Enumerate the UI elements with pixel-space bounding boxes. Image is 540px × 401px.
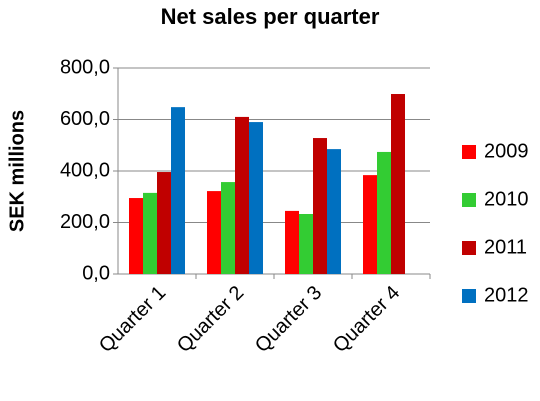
bar [157, 172, 171, 274]
bar [207, 191, 221, 274]
bar [249, 122, 263, 274]
legend-label: 2012 [484, 284, 529, 306]
bar [143, 192, 157, 274]
x-tick-label: Quarter 1 [95, 282, 170, 357]
legend-label: 2011 [484, 236, 527, 258]
legend-swatch [462, 193, 476, 207]
bar [129, 198, 143, 274]
bar [363, 175, 377, 274]
chart-title: Net sales per quarter [161, 4, 380, 29]
legend-label: 2010 [484, 188, 529, 210]
bar [313, 138, 327, 274]
y-tick-label: 200,0 [60, 211, 110, 233]
legend-swatch [462, 289, 476, 303]
bar [285, 210, 299, 274]
y-tick-label: 600,0 [60, 108, 110, 130]
bar [235, 116, 249, 274]
y-tick-label: 0,0 [82, 262, 110, 284]
bar [391, 94, 405, 274]
bar [327, 149, 341, 274]
y-axis-title: SEK millions [6, 110, 28, 232]
legend-swatch [462, 145, 476, 159]
bar [171, 107, 185, 274]
legend-label: 2009 [484, 140, 529, 162]
bar [221, 182, 235, 274]
x-tick-label: Quarter 2 [173, 282, 248, 357]
x-tick-label: Quarter 3 [251, 282, 326, 357]
y-tick-label: 800,0 [60, 56, 110, 78]
x-tick-label: Quarter 4 [329, 282, 404, 357]
bar [377, 151, 391, 274]
bar [299, 214, 313, 274]
y-tick-label: 400,0 [60, 159, 110, 181]
legend-swatch [462, 241, 476, 255]
